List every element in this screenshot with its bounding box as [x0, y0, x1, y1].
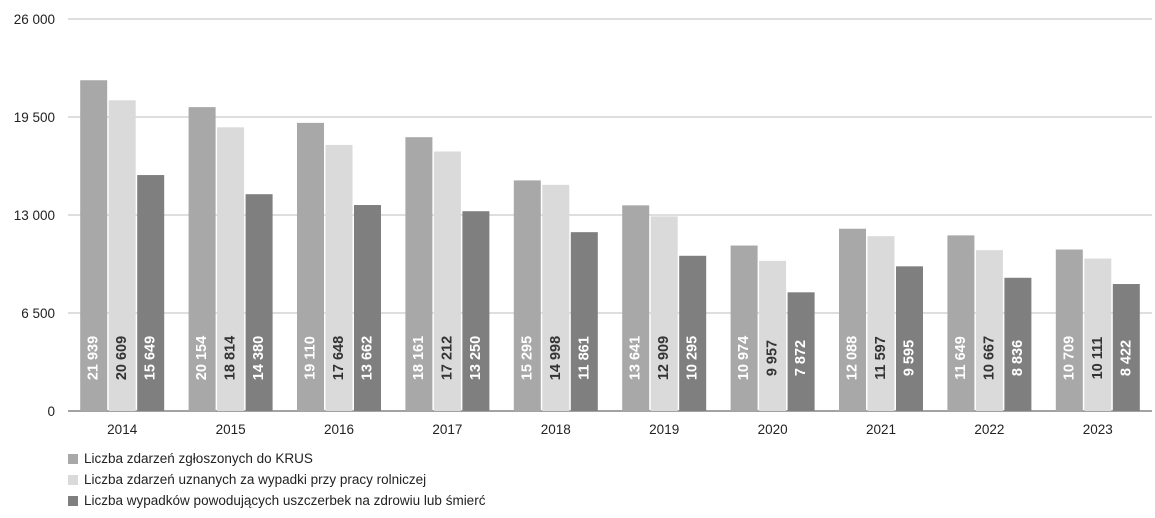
data-label: 21 939 — [86, 336, 102, 380]
bar — [787, 292, 815, 411]
data-label: 9 957 — [765, 340, 781, 376]
bar — [245, 194, 273, 411]
bar — [947, 235, 975, 411]
bar — [108, 100, 136, 411]
x-tick-label: 2022 — [974, 422, 1004, 437]
bar — [730, 245, 758, 411]
bar — [1004, 277, 1032, 411]
data-label: 11 861 — [576, 336, 592, 380]
data-label: 13 662 — [360, 336, 376, 380]
bar — [650, 216, 678, 411]
bar — [354, 205, 381, 411]
x-tick-label: 2020 — [758, 422, 788, 437]
y-tick-label: 0 — [47, 404, 55, 419]
data-label: 17 212 — [439, 336, 455, 380]
x-tick-label: 2015 — [216, 422, 246, 437]
x-tick-label: 2023 — [1083, 422, 1113, 437]
data-label: 10 667 — [981, 336, 997, 380]
data-label: 20 154 — [194, 336, 210, 380]
x-tick-label: 2018 — [541, 422, 571, 437]
bar — [1084, 258, 1112, 411]
data-label: 18 161 — [411, 336, 427, 380]
x-tick-label: 2014 — [107, 422, 138, 437]
data-label: 14 998 — [548, 336, 564, 380]
bar — [297, 122, 324, 411]
bar — [542, 184, 570, 411]
data-label: 19 110 — [303, 336, 319, 380]
data-label: 18 814 — [223, 336, 239, 380]
bar — [896, 266, 923, 411]
data-label: 8 422 — [1118, 340, 1134, 376]
bar — [1112, 284, 1140, 411]
legend-swatch-recognized — [68, 474, 78, 485]
bar — [867, 236, 895, 411]
data-label: 10 295 — [685, 336, 701, 380]
bar — [622, 205, 650, 411]
legend-label-injury: Liczba wypadków powodujących uszczerbek … — [84, 493, 486, 508]
data-label: 10 111 — [1090, 337, 1106, 380]
data-label: 10 709 — [1061, 336, 1077, 380]
legend-item-reported: Liczba zdarzeń zgłoszonych do KRUS — [68, 448, 485, 469]
legend: Liczba zdarzeń zgłoszonych do KRUS Liczb… — [68, 448, 485, 511]
data-label: 9 595 — [902, 340, 918, 376]
y-tick-label: 26 000 — [14, 12, 55, 27]
data-label: 15 649 — [143, 336, 159, 380]
bar — [325, 144, 353, 411]
bar — [462, 211, 490, 411]
bar — [975, 250, 1003, 411]
legend-item-injury: Liczba wypadków powodujących uszczerbek … — [68, 490, 485, 511]
y-tick-label: 19 500 — [14, 110, 55, 125]
data-label: 15 295 — [519, 336, 535, 380]
legend-swatch-injury — [68, 495, 78, 506]
bar — [80, 80, 108, 411]
data-label: 17 648 — [331, 336, 347, 380]
bar-chart: 0 6 500 13 000 19 500 26 000 21 939 20 609 15 6… — [14, 12, 1152, 437]
data-label: 12 088 — [845, 336, 861, 380]
data-label: 11 597 — [873, 336, 889, 380]
data-label: 13 250 — [468, 336, 484, 380]
legend-label-recognized: Liczba zdarzeń uznanych za wypadki przy … — [84, 472, 427, 487]
bar — [679, 255, 707, 411]
x-tick-label: 2017 — [432, 422, 462, 437]
y-tick-label: 13 000 — [14, 208, 55, 223]
data-label: 11 649 — [953, 336, 969, 380]
bar — [839, 228, 866, 411]
bar — [513, 180, 541, 411]
data-label: 13 641 — [628, 336, 644, 380]
x-tick-label: 2021 — [866, 422, 896, 437]
x-tick-label: 2016 — [324, 422, 354, 437]
data-label: 8 836 — [1010, 340, 1026, 376]
bar — [433, 151, 461, 411]
data-label: 14 380 — [251, 336, 267, 380]
bar — [570, 232, 598, 411]
data-label: 12 909 — [656, 336, 672, 380]
bar — [759, 260, 787, 411]
x-tick-label: 2019 — [649, 422, 679, 437]
legend-item-recognized: Liczba zdarzeń uznanych za wypadki przy … — [68, 469, 485, 490]
data-label: 10 974 — [736, 336, 752, 380]
data-label: 7 872 — [793, 340, 809, 376]
legend-swatch-reported — [68, 453, 78, 464]
y-tick-label: 6 500 — [21, 306, 55, 321]
bar — [405, 137, 433, 412]
bar — [188, 107, 216, 411]
bar — [1055, 249, 1083, 411]
bar — [217, 127, 245, 411]
legend-label-reported: Liczba zdarzeń zgłoszonych do KRUS — [84, 451, 313, 466]
bar — [137, 175, 165, 411]
data-label: 20 609 — [114, 336, 130, 380]
